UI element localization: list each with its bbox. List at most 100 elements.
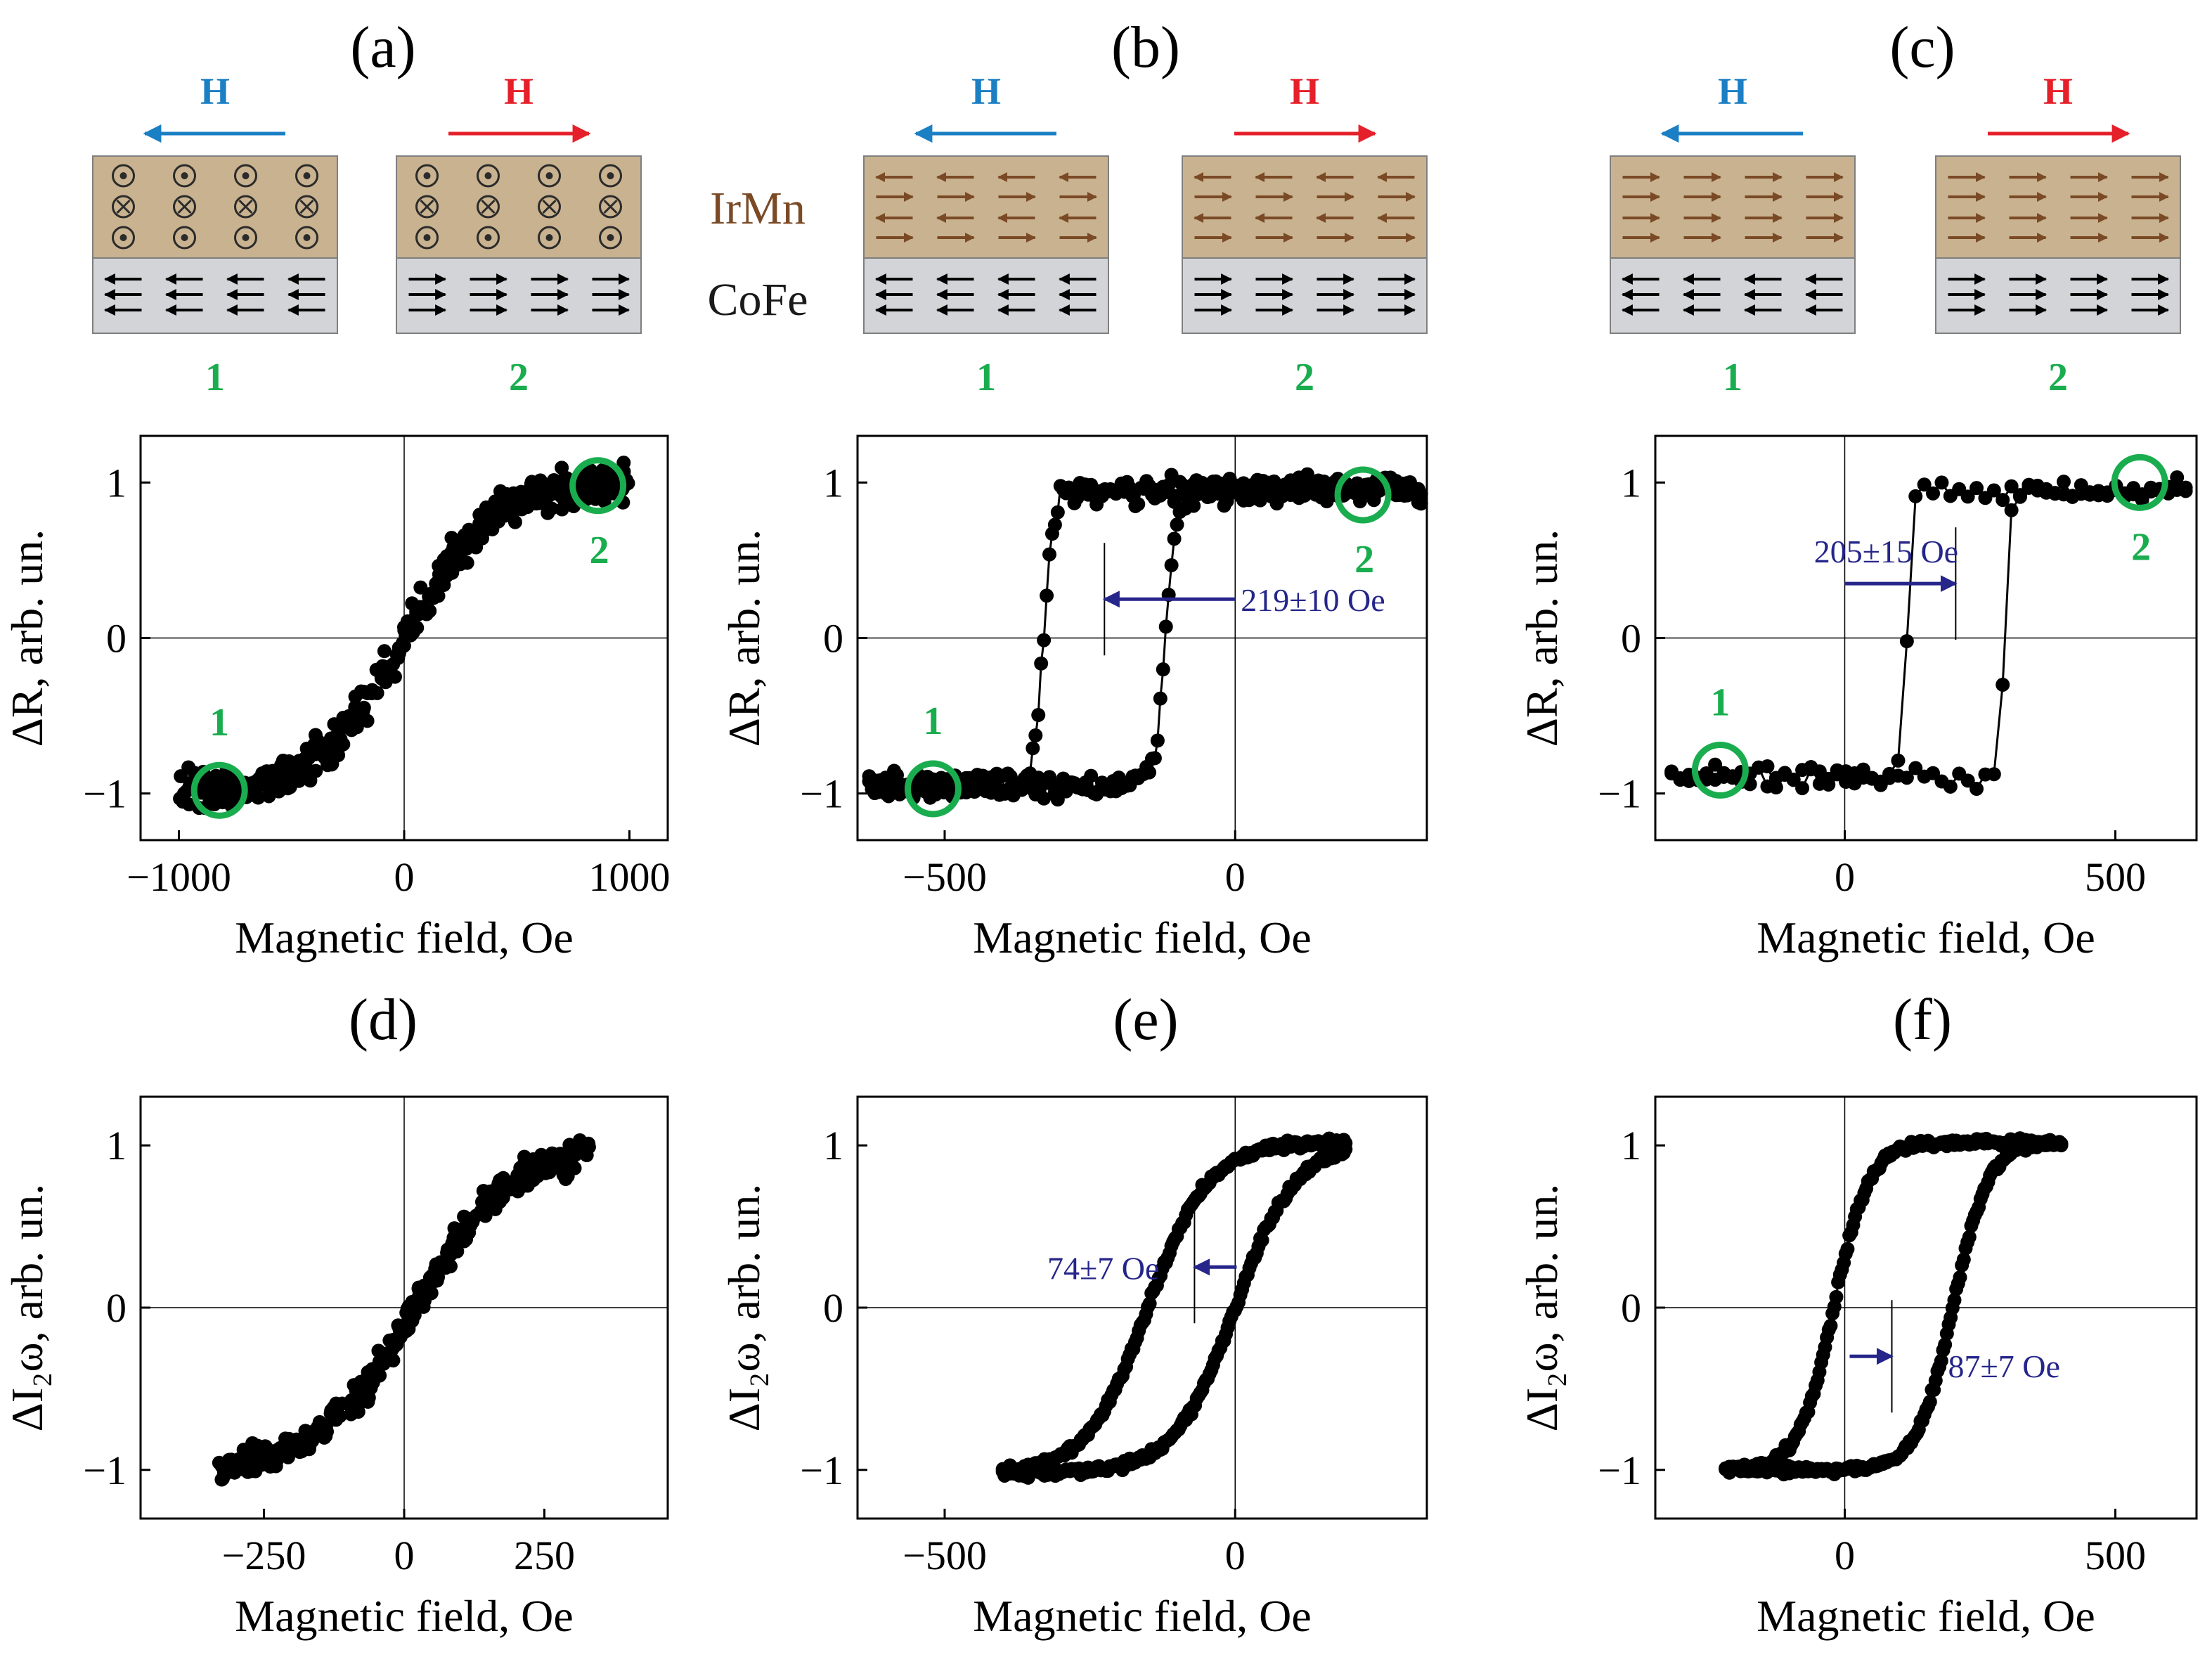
panel-label: (e) <box>1113 987 1178 1052</box>
data-point <box>2065 489 2080 504</box>
x-axis-label: Magnetic field, Oe <box>973 913 1312 962</box>
spin-out-dot <box>242 234 250 241</box>
data-point <box>1831 1275 1846 1289</box>
data-point <box>1053 479 1068 494</box>
y-tick-label: 0 <box>823 1285 843 1331</box>
data-point <box>1899 771 1914 785</box>
y-tick-label: 0 <box>823 616 843 662</box>
data-point <box>1050 505 1065 520</box>
x-tick-label: −250 <box>222 1533 306 1578</box>
state-marker-ring <box>904 760 962 818</box>
spin-out-icon <box>234 164 257 188</box>
spin-out-icon <box>477 164 500 188</box>
data-point <box>1908 489 1923 503</box>
data-point <box>1899 634 1914 649</box>
data-point <box>507 515 522 529</box>
data-point <box>1986 767 2001 782</box>
data-point <box>597 494 612 508</box>
data-point <box>567 1161 582 1175</box>
data-point <box>1414 496 1428 511</box>
data-point <box>544 501 559 516</box>
data-point <box>1158 619 1173 634</box>
data-point <box>1708 757 1723 772</box>
data-series <box>995 1131 1353 1485</box>
y-tick-label: 1 <box>1621 460 1641 505</box>
data-point <box>1150 733 1165 748</box>
x-tick-label: 500 <box>2085 854 2146 900</box>
x-axis-label: Magnetic field, Oe <box>1757 913 2095 962</box>
data-point <box>1752 760 1766 775</box>
spin-out-icon <box>173 226 196 250</box>
data-point <box>1292 470 1307 485</box>
data-point <box>1926 766 1941 780</box>
data-point <box>373 1368 387 1383</box>
state-marker-ring <box>2111 453 2168 511</box>
state-label: 2 <box>509 356 529 399</box>
x-tick-label: 0 <box>1225 1533 1246 1578</box>
spin-into-cross <box>481 199 496 214</box>
irmn-layer <box>92 155 338 259</box>
spin-into-icon <box>295 195 318 219</box>
spin-into-cross <box>116 199 131 214</box>
data-point <box>1699 766 1714 780</box>
spin-out-icon <box>415 226 439 250</box>
data-point <box>1996 493 2010 508</box>
x-tick-label: 0 <box>1835 1533 1855 1578</box>
spin-out-icon <box>234 226 257 250</box>
data-point <box>332 1409 347 1424</box>
data-point <box>356 700 371 715</box>
data-point <box>360 714 375 728</box>
data-point <box>1842 1228 1857 1243</box>
y-tick-label: −1 <box>83 1448 127 1493</box>
data-point <box>431 1270 446 1284</box>
field-arrow-group: H <box>448 70 591 143</box>
spin-out-dot <box>545 172 553 179</box>
data-point <box>1067 496 1082 510</box>
spin-out-icon <box>599 226 622 250</box>
spin-into-icon <box>112 195 135 219</box>
data-point <box>1891 753 1906 768</box>
spin-into-icon <box>173 195 196 219</box>
field-label: H <box>1290 70 1319 112</box>
spin-out-icon <box>599 164 622 188</box>
schematic-a: H 1 H 2 <box>92 70 642 399</box>
data-point <box>1147 751 1162 766</box>
irmn-layer <box>1182 155 1428 259</box>
data-point <box>1970 782 1984 797</box>
data-point <box>1164 558 1179 572</box>
data-point <box>1956 1252 1971 1267</box>
data-point <box>1170 517 1184 532</box>
data-point <box>1044 527 1059 541</box>
x-axis-label: Magnetic field, Oe <box>1757 1591 2095 1641</box>
y-tick-label: 1 <box>823 1123 843 1168</box>
field-label: H <box>1718 70 1747 112</box>
data-point <box>1953 1270 1967 1284</box>
data-point <box>450 1244 465 1258</box>
y-tick-label: −1 <box>83 771 127 817</box>
x-tick-label: 1000 <box>589 854 671 900</box>
data-point <box>2004 479 2019 494</box>
x-axis-label: Magnetic field, Oe <box>235 1591 574 1641</box>
chart-f: (f) 0 500 −1 0 1 Magnetic field, Oe ΔI₂ω, arb. … <box>1517 987 2198 1641</box>
y-tick-label: 0 <box>106 616 127 662</box>
panel-label: (c) <box>1889 15 1955 80</box>
data-point <box>2057 475 2071 489</box>
x-tick-label: 0 <box>394 1533 415 1578</box>
x-tick-label: −500 <box>903 1533 987 1578</box>
data-point <box>1408 484 1423 498</box>
data-point <box>1040 588 1054 603</box>
data-point <box>1031 708 1046 723</box>
data-point <box>1978 491 1993 505</box>
chart-b: (b) −500 0 −1 0 1 Magnetic field, Oe ΔR, arb. u… <box>719 15 1428 962</box>
data-point <box>1253 493 1267 508</box>
data-point <box>1037 791 1052 806</box>
y-axis-label: ΔI₂ω, arb. un. <box>719 1184 769 1432</box>
data-point <box>1222 471 1237 486</box>
data-point <box>1947 1293 1962 1308</box>
data-point <box>407 1308 422 1322</box>
data-point <box>1042 547 1057 562</box>
shift-annotation-text: 219±10 Oe <box>1241 582 1385 618</box>
spin-into-icon <box>415 195 439 219</box>
y-tick-label: 0 <box>1621 1285 1641 1331</box>
